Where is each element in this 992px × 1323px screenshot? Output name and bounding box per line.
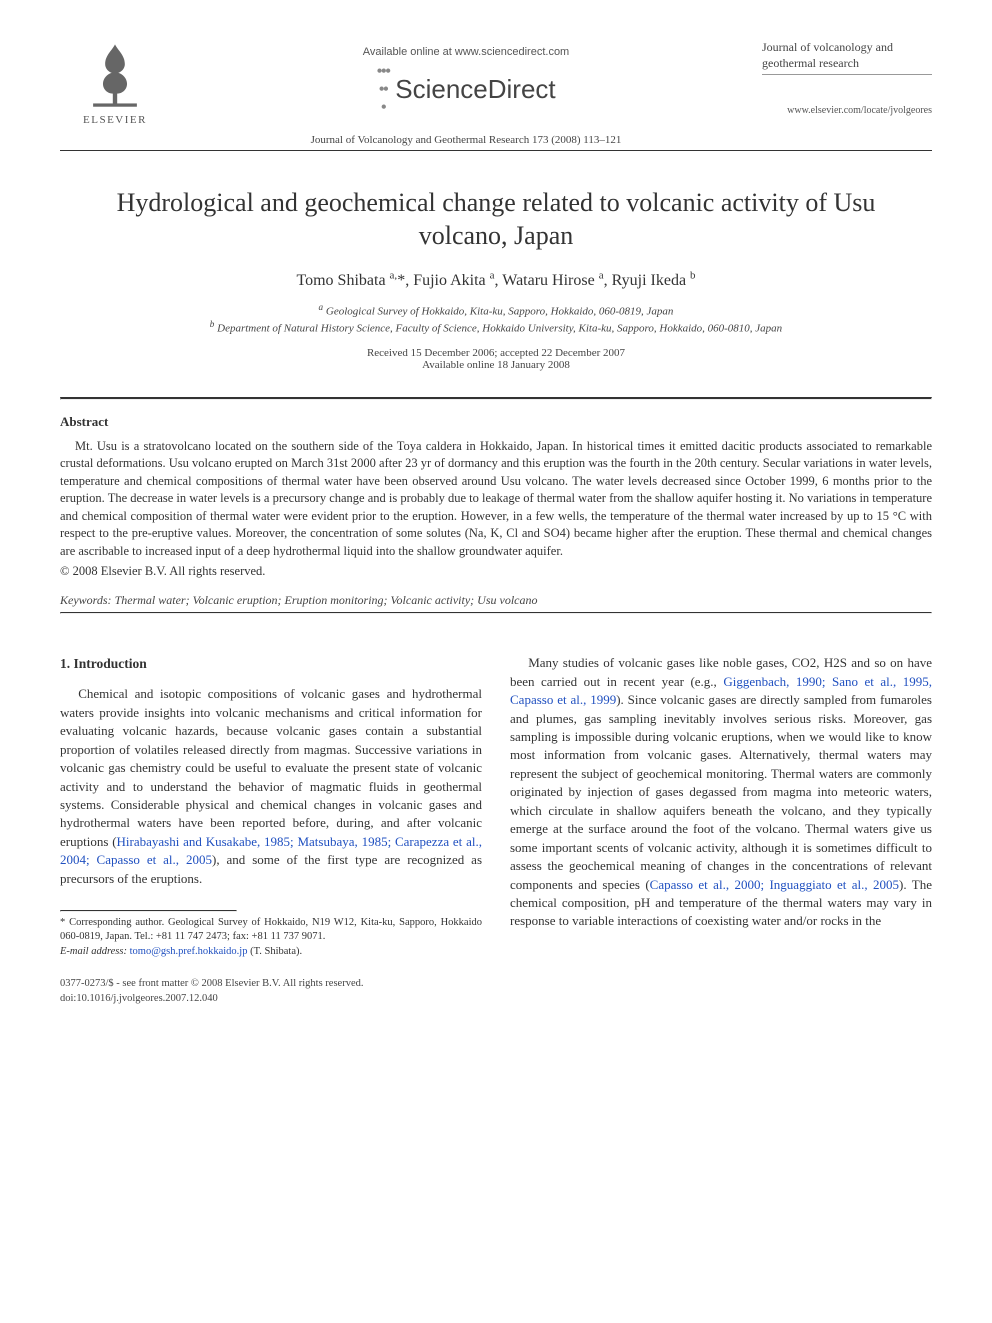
abstract-bottom-rule	[60, 612, 932, 614]
section-heading: 1. Introduction	[60, 654, 482, 673]
sciencedirect-dots-icon: ••••••	[376, 62, 389, 116]
copyright-line: © 2008 Elsevier B.V. All rights reserved…	[60, 564, 932, 579]
intro-paragraph-2: Many studies of volcanic gases like nobl…	[510, 654, 932, 931]
journal-reference: Journal of Volcanology and Geothermal Re…	[170, 134, 762, 146]
intro-paragraph-1: Chemical and isotopic compositions of vo…	[60, 685, 482, 888]
keywords-line: Keywords: Thermal water; Volcanic erupti…	[60, 593, 932, 608]
left-column: 1. Introduction Chemical and isotopic co…	[60, 654, 482, 1006]
footer-block: 0377-0273/$ - see front matter © 2008 El…	[60, 977, 482, 1007]
affiliations: a Geological Survey of Hokkaido, Kita-ku…	[60, 302, 932, 334]
email-link[interactable]: tomo@gsh.pref.hokkaido.jp	[130, 946, 248, 957]
received-accepted: Received 15 December 2006; accepted 22 D…	[60, 347, 932, 359]
author-names: Tomo Shibata a,*, Fujio Akita a, Wataru …	[296, 272, 695, 289]
article-title: Hydrological and geochemical change rela…	[90, 187, 902, 252]
citation-link[interactable]: Capasso et al., 2000; Inguaggiato et al.…	[650, 877, 899, 892]
publisher-logo-block: ELSEVIER	[60, 40, 170, 126]
right-column: Many studies of volcanic gases like nobl…	[510, 654, 932, 1006]
article-dates: Received 15 December 2006; accepted 22 D…	[60, 347, 932, 371]
header-right: Journal of volcanology and geothermal re…	[762, 40, 932, 116]
keywords-values: Thermal water; Volcanic eruption; Erupti…	[115, 593, 538, 607]
elsevier-tree-icon	[80, 40, 150, 110]
issn-line: 0377-0273/$ - see front matter © 2008 El…	[60, 977, 482, 992]
sciencedirect-text: ScienceDirect	[395, 74, 555, 105]
email-tail: (T. Shibata).	[250, 946, 302, 957]
available-online-text: Available online at www.sciencedirect.co…	[170, 46, 762, 58]
page-header: ELSEVIER Available online at www.science…	[60, 40, 932, 146]
abstract-body: Mt. Usu is a stratovolcano located on th…	[60, 438, 932, 561]
affiliation-b: b Department of Natural History Science,…	[60, 319, 932, 335]
journal-url: www.elsevier.com/locate/jvolgeores	[762, 105, 932, 116]
affiliation-a: a Geological Survey of Hokkaido, Kita-ku…	[60, 302, 932, 318]
corresponding-text: * Corresponding author. Geological Surve…	[60, 916, 482, 944]
corresponding-author-footnote: * Corresponding author. Geological Surve…	[60, 916, 482, 959]
sciencedirect-logo: •••••• ScienceDirect	[170, 62, 762, 116]
email-label: E-mail address:	[60, 946, 127, 957]
footnote-rule	[60, 910, 237, 912]
doi-line: doi:10.1016/j.jvolgeores.2007.12.040	[60, 992, 482, 1007]
abstract-top-rule	[60, 397, 932, 400]
header-center: Available online at www.sciencedirect.co…	[170, 40, 762, 146]
journal-cover-title: Journal of volcanology and geothermal re…	[762, 40, 932, 75]
author-list: Tomo Shibata a,*, Fujio Akita a, Wataru …	[60, 270, 932, 290]
email-line: E-mail address: tomo@gsh.pref.hokkaido.j…	[60, 945, 482, 959]
header-rule	[60, 150, 932, 151]
body-columns: 1. Introduction Chemical and isotopic co…	[60, 654, 932, 1006]
available-online-date: Available online 18 January 2008	[60, 359, 932, 371]
abstract-heading: Abstract	[60, 414, 932, 430]
keywords-label: Keywords:	[60, 593, 112, 607]
publisher-name: ELSEVIER	[83, 114, 147, 126]
